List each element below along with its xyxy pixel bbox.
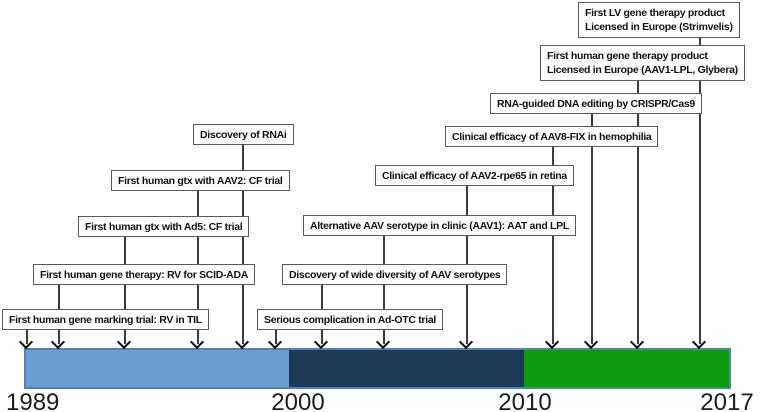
event-label: First LV gene therapy product — [585, 7, 725, 19]
year-label-1989: 1989 — [6, 389, 60, 412]
event-label: First human gtx with Ad5: CF trial — [85, 221, 243, 233]
down-arrow-icon — [189, 334, 205, 350]
down-arrow-icon — [544, 334, 560, 350]
event-box-glybera-licensed: First human gene therapy product Licensed… — [540, 45, 745, 81]
event-label: Serious complication in Ad-OTC trial — [264, 314, 436, 326]
event-label: First human gene therapy product — [547, 50, 708, 62]
year-label-2010: 2010 — [498, 389, 552, 412]
connector-line-aav1-aat-lpl — [383, 235, 385, 344]
down-arrow-icon — [234, 334, 250, 350]
event-box-ad-otc-trial: Serious complication in Ad-OTC trial — [257, 309, 443, 331]
timeline-bar — [24, 348, 731, 389]
timeline-segment-1989-2000 — [26, 350, 289, 387]
event-box-aav2-rpe65-retina: Clinical efficacy of AAV2-rpe65 in retin… — [375, 165, 574, 187]
event-box-aav-diversity: Discovery of wide diversity of AAV serot… — [282, 264, 508, 286]
down-arrow-icon — [50, 334, 66, 350]
year-label-2000: 2000 — [271, 389, 325, 412]
connector-line-ad5-cf-trial — [124, 235, 126, 344]
connector-line-ad-otc-trial — [275, 327, 277, 344]
event-box-strimvelis-licensed: First LV gene therapy product Licensed in… — [578, 2, 740, 38]
connector-line-glybera-licensed — [637, 78, 639, 344]
event-label: Clinical efficacy of AAV2-rpe65 in retin… — [382, 170, 567, 182]
connector-line-gene-marking-til — [26, 327, 28, 344]
down-arrow-icon — [375, 334, 391, 350]
connector-line-crispr-cas9 — [591, 111, 593, 344]
event-label: Discovery of RNAi — [200, 129, 287, 141]
event-box-aav1-aat-lpl: Alternative AAV serotype in clinic (AAV1… — [303, 215, 576, 237]
down-arrow-icon — [583, 334, 599, 350]
event-label: Alternative AAV serotype in clinic (AAV1… — [310, 220, 569, 232]
event-box-scid-ada: First human gene therapy: RV for SCID-AD… — [33, 264, 256, 286]
event-box-ad5-cf-trial: First human gtx with Ad5: CF trial — [78, 216, 250, 238]
down-arrow-icon — [18, 334, 34, 350]
event-label: Clinical efficacy of AAV8-FIX in hemophi… — [452, 131, 652, 143]
event-label: Discovery of wide diversity of AAV serot… — [289, 269, 501, 281]
event-box-gene-marking-til: First human gene marking trial: RV in TI… — [2, 309, 209, 331]
event-label: Licensed in Europe (Strimvelis) — [585, 21, 733, 34]
down-arrow-icon — [691, 334, 707, 350]
event-label: Licensed in Europe (AAV1-LPL, Glybera) — [547, 64, 738, 77]
connector-line-strimvelis-licensed — [699, 33, 701, 344]
down-arrow-icon — [458, 334, 474, 350]
down-arrow-icon — [267, 334, 283, 350]
connector-line-aav8-fix-hemophilia — [552, 144, 554, 344]
event-box-rnai-discovery: Discovery of RNAi — [193, 124, 294, 146]
event-label: First human gene therapy: RV for SCID-AD… — [40, 269, 249, 281]
year-label-2017: 2017 — [700, 389, 754, 412]
connector-line-rnai-discovery — [242, 142, 244, 344]
event-box-aav8-fix-hemophilia: Clinical efficacy of AAV8-FIX in hemophi… — [445, 126, 659, 148]
event-label: RNA-guided DNA editing by CRISPR/Cas9 — [497, 98, 695, 110]
timeline-segment-2010-2017 — [524, 350, 729, 387]
event-box-crispr-cas9: RNA-guided DNA editing by CRISPR/Cas9 — [490, 93, 702, 115]
timeline-segment-2000-2010 — [289, 350, 524, 387]
down-arrow-icon — [629, 334, 645, 350]
down-arrow-icon — [313, 334, 329, 350]
event-label: First human gtx with AAV2: CF trial — [118, 175, 283, 187]
event-box-aav2-cf-trial: First human gtx with AAV2: CF trial — [111, 170, 290, 192]
down-arrow-icon — [116, 334, 132, 350]
event-label: First human gene marking trial: RV in TI… — [9, 314, 202, 326]
